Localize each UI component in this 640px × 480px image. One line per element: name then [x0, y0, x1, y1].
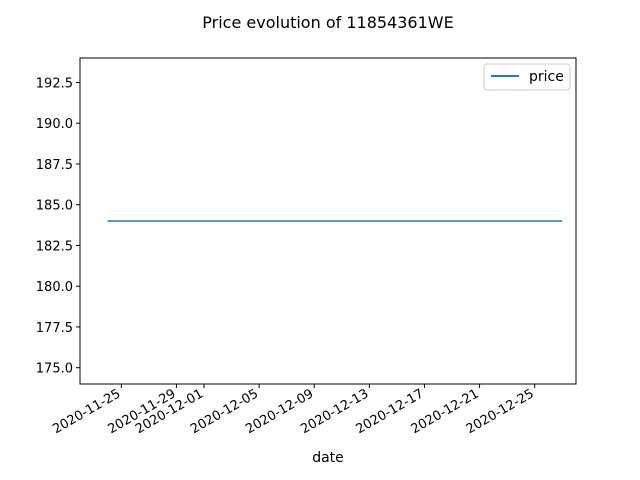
legend-label-price: price — [529, 69, 564, 85]
chart-title: Price evolution of 11854361WE — [202, 13, 453, 32]
legend-box — [483, 63, 571, 91]
legend: price — [483, 63, 571, 91]
y-tick-label: 180.0 — [36, 280, 73, 295]
y-tick-label: 182.5 — [36, 239, 73, 254]
y-tick-label: 190.0 — [36, 117, 73, 132]
x-axis-label: date — [312, 450, 344, 466]
y-tick-label: 177.5 — [36, 321, 73, 336]
y-tick-label: 185.0 — [36, 199, 73, 214]
plot-frame — [79, 57, 577, 385]
y-tick-label: 192.5 — [36, 76, 73, 91]
y-axis: 175.0 177.5 180.0 182.5 185.0 187.5 190.0 192.5 — [36, 76, 80, 377]
y-tick-label: 187.5 — [36, 158, 73, 173]
y-tick-label: 175.0 — [36, 362, 73, 377]
